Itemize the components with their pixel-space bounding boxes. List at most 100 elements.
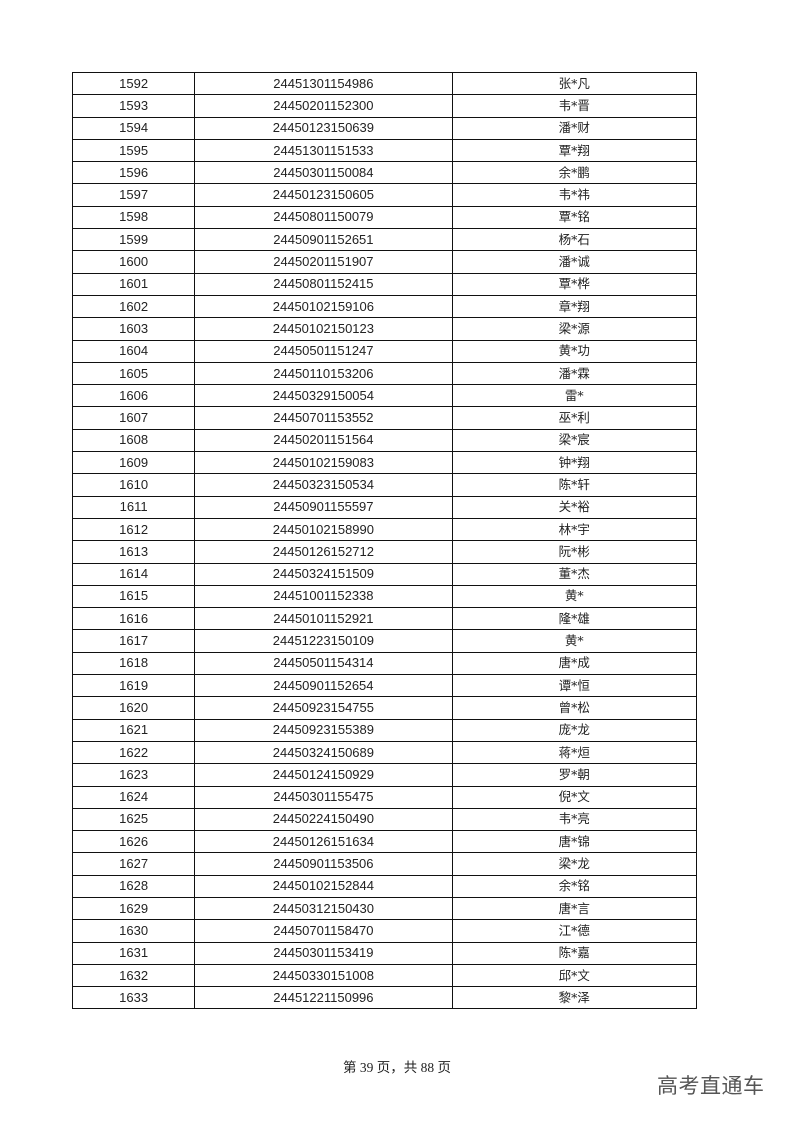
- row-index: 1610: [71, 473, 196, 497]
- exam-number: 24450501154314: [194, 651, 453, 676]
- exam-number: 24450224150490: [194, 807, 453, 832]
- exam-number: 24450102159083: [194, 451, 453, 475]
- student-name: 覃*铭: [451, 205, 698, 230]
- exam-number: 24451301154986: [194, 71, 453, 96]
- exam-number: 24450126152712: [194, 540, 453, 564]
- row-index: 1599: [71, 228, 196, 252]
- row-index: 1592: [71, 71, 196, 96]
- student-name: 谭*恒: [451, 674, 698, 698]
- table-row: 1631 24450301153419 陈*嘉: [71, 941, 698, 965]
- row-index: 1595: [71, 138, 196, 163]
- row-index: 1615: [71, 584, 196, 609]
- exam-number: 24451001152338: [194, 584, 453, 609]
- exam-number: 24450301150084: [194, 161, 453, 185]
- table-body: 1592 24451301154986 张*凡 1593 24450201152300 韦…: [71, 71, 698, 1010]
- table-row: 1607 24450701153552 巫*利: [71, 406, 698, 430]
- table-row: 1619 24450901152654 谭*恒: [71, 674, 698, 698]
- student-name: 黄*功: [451, 339, 698, 363]
- row-index: 1613: [71, 540, 196, 564]
- exam-number: 24450123150639: [194, 116, 453, 140]
- table-row: 1627 24450901153506 梁*龙: [71, 852, 698, 876]
- row-index: 1603: [71, 317, 196, 341]
- table-row: 1620 24450923154755 曾*松: [71, 696, 698, 720]
- student-name: 梁*源: [451, 317, 698, 341]
- student-name: 唐*锦: [451, 830, 698, 854]
- exam-number: 24450201151907: [194, 250, 453, 274]
- table-row: 1604 24450501151247 黄*功: [71, 339, 698, 363]
- row-index: 1594: [71, 116, 196, 140]
- student-name: 杨*石: [451, 228, 698, 252]
- exam-number: 24450901152654: [194, 674, 453, 698]
- exam-number: 24450102158990: [194, 517, 453, 542]
- exam-number: 24450101152921: [194, 607, 453, 631]
- row-index: 1625: [71, 807, 196, 832]
- table-row: 1625 24450224150490 韦*亮: [71, 807, 698, 832]
- row-index: 1611: [71, 495, 196, 519]
- student-name: 邱*文: [451, 963, 698, 988]
- student-name: 曾*松: [451, 696, 698, 720]
- row-index: 1596: [71, 161, 196, 185]
- row-index: 1608: [71, 428, 196, 453]
- exam-number: 24450323150534: [194, 473, 453, 497]
- table-row: 1628 24450102152844 余*铭: [71, 874, 698, 898]
- exam-number: 24450123150605: [194, 183, 453, 207]
- student-name: 韦*祎: [451, 183, 698, 207]
- student-name: 黄*: [451, 629, 698, 653]
- table-row: 1611 24450901155597 关*裕: [71, 495, 698, 519]
- table-row: 1626 24450126151634 唐*锦: [71, 830, 698, 854]
- exam-number: 24451223150109: [194, 629, 453, 653]
- student-name: 罗*朝: [451, 763, 698, 787]
- exam-number: 24450201151564: [194, 428, 453, 453]
- student-name: 黎*泽: [451, 986, 698, 1010]
- row-index: 1618: [71, 651, 196, 676]
- watermark: 高考直通车: [657, 1074, 765, 1098]
- exam-number: 24450801150079: [194, 205, 453, 230]
- row-index: 1606: [71, 384, 196, 408]
- exam-number: 24450110153206: [194, 361, 453, 386]
- page-number: 第 39 页，共 88 页: [343, 1060, 451, 1075]
- exam-number: 24450124150929: [194, 763, 453, 787]
- table-row: 1599 24450901152651 杨*石: [71, 228, 698, 252]
- table-row: 1629 24450312150430 唐*言: [71, 896, 698, 921]
- table-row: 1618 24450501154314 唐*成: [71, 651, 698, 676]
- exam-number: 24450901153506: [194, 852, 453, 876]
- student-name: 梁*龙: [451, 852, 698, 876]
- row-index: 1631: [71, 941, 196, 965]
- table-row: 1605 24450110153206 潘*霖: [71, 361, 698, 386]
- exam-number: 24450329150054: [194, 384, 453, 408]
- table-row: 1600 24450201151907 潘*诚: [71, 250, 698, 274]
- exam-number: 24451301151533: [194, 138, 453, 163]
- exam-number: 24450923155389: [194, 718, 453, 742]
- row-index: 1614: [71, 562, 196, 586]
- results-table: 1592 24451301154986 张*凡 1593 24450201152300 韦…: [71, 71, 698, 1010]
- exam-number: 24450324150689: [194, 740, 453, 765]
- table-row: 1615 24451001152338 黄*: [71, 584, 698, 609]
- table-row: 1601 24450801152415 覃*桦: [71, 272, 698, 296]
- student-name: 余*铭: [451, 874, 698, 898]
- row-index: 1619: [71, 674, 196, 698]
- exam-number: 24450102159106: [194, 294, 453, 319]
- table-row: 1594 24450123150639 潘*财: [71, 116, 698, 140]
- table-row: 1603 24450102150123 梁*源: [71, 317, 698, 341]
- student-name: 钟*翔: [451, 451, 698, 475]
- table-row: 1633 24451221150996 黎*泽: [71, 986, 698, 1010]
- exam-number: 24450102152844: [194, 874, 453, 898]
- student-name: 巫*利: [451, 406, 698, 430]
- exam-number: 24450701153552: [194, 406, 453, 430]
- row-index: 1632: [71, 963, 196, 988]
- table-row: 1630 24450701158470 江*德: [71, 919, 698, 943]
- table-row: 1595 24451301151533 覃*翔: [71, 138, 698, 163]
- row-index: 1617: [71, 629, 196, 653]
- exam-number: 24450901152651: [194, 228, 453, 252]
- student-name: 江*德: [451, 919, 698, 943]
- row-index: 1605: [71, 361, 196, 386]
- student-name: 余*鹏: [451, 161, 698, 185]
- row-index: 1630: [71, 919, 196, 943]
- exam-number: 24450701158470: [194, 919, 453, 943]
- student-name: 覃*翔: [451, 138, 698, 163]
- row-index: 1604: [71, 339, 196, 363]
- table-row: 1617 24451223150109 黄*: [71, 629, 698, 653]
- row-index: 1607: [71, 406, 196, 430]
- student-name: 唐*成: [451, 651, 698, 676]
- student-name: 蒋*烜: [451, 740, 698, 765]
